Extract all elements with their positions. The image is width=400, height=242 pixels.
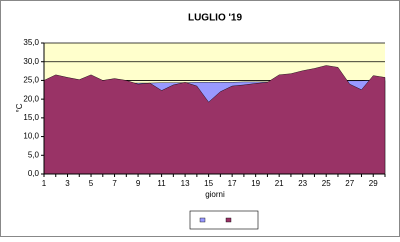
- y-tick-label: 0,0: [28, 169, 40, 178]
- y-tick-label: 25,0: [23, 76, 39, 85]
- legend-swatch: [225, 217, 232, 223]
- legend-swatch: [199, 217, 206, 223]
- x-tick-label: 17: [228, 179, 237, 188]
- x-tick-label: 1: [42, 179, 47, 188]
- x-tick-label: 5: [89, 179, 94, 188]
- y-tick-label: 5,0: [28, 150, 40, 159]
- y-tick-label: 10,0: [23, 132, 39, 141]
- x-tick-label: 3: [65, 179, 70, 188]
- x-tick-label: 9: [136, 179, 141, 188]
- legend-box: [189, 210, 259, 230]
- y-tick-label: 35,0: [23, 38, 39, 47]
- y-tick-label: 20,0: [23, 94, 39, 103]
- x-tick-label: 23: [298, 179, 307, 188]
- y-axis-label: °C: [15, 103, 24, 112]
- chart: LUGLIO '19 °C giorni 0,0 5,0 10,0 15,0 20,0 2…: [0, 0, 400, 237]
- y-tick-label: 30,0: [23, 57, 39, 66]
- x-tick-label: 27: [345, 179, 354, 188]
- area: [43, 65, 386, 175]
- x-tick-label: 29: [369, 179, 378, 188]
- x-tick-label: 19: [251, 179, 260, 188]
- x-tick-label: 25: [322, 179, 331, 188]
- x-tick-label: 15: [204, 179, 213, 188]
- x-axis-label: giorni: [205, 190, 225, 199]
- x-tick-label: 13: [181, 179, 190, 188]
- x-tick-label: 11: [157, 179, 166, 188]
- chart-title: LUGLIO '19: [188, 13, 242, 24]
- x-tick-label: 21: [275, 179, 284, 188]
- y-tick-label: 15,0: [23, 113, 39, 122]
- x-tick-label: 7: [112, 179, 117, 188]
